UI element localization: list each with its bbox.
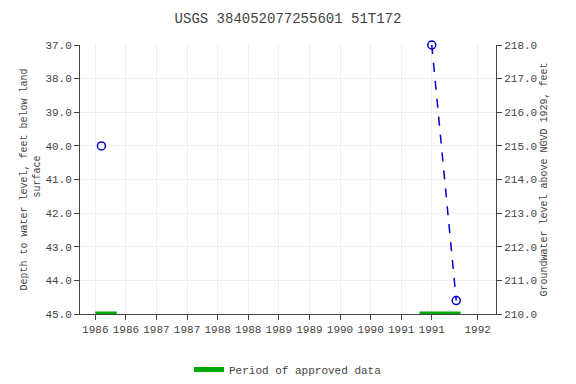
svg-text:213.0: 213.0 [504,208,537,220]
svg-text:1987: 1987 [174,324,200,336]
svg-text:211.0: 211.0 [504,275,537,287]
svg-text:43.0: 43.0 [45,242,71,254]
svg-text:215.0: 215.0 [504,141,537,153]
svg-text:214.0: 214.0 [504,174,537,186]
svg-text:44.0: 44.0 [45,275,71,287]
svg-text:1988: 1988 [235,324,261,336]
svg-text:1991: 1991 [388,324,415,336]
svg-text:41.0: 41.0 [45,174,71,186]
svg-text:1989: 1989 [266,324,292,336]
svg-text:1990: 1990 [327,324,353,336]
svg-text:1989: 1989 [296,324,322,336]
svg-text:Groundwater level above NGVD 1: Groundwater level above NGVD 1929, feet [539,62,550,296]
svg-text:45.0: 45.0 [45,309,71,321]
svg-text:37.0: 37.0 [45,40,71,52]
svg-text:1986: 1986 [113,324,139,336]
svg-text:1992: 1992 [464,324,490,336]
svg-text:212.0: 212.0 [504,242,537,254]
svg-text:39.0: 39.0 [45,107,71,119]
svg-text:216.0: 216.0 [504,107,537,119]
svg-text:210.0: 210.0 [504,309,537,321]
svg-text:218.0: 218.0 [504,40,537,52]
svg-text:Depth to water level, feet bel: Depth to water level, feet below land su… [19,68,43,290]
svg-text:38.0: 38.0 [45,73,71,85]
svg-text:Period of approved data: Period of approved data [229,365,381,377]
svg-text:USGS 384052077255601 51T172: USGS 384052077255601 51T172 [175,11,402,27]
svg-text:1990: 1990 [357,324,383,336]
svg-text:217.0: 217.0 [504,73,537,85]
svg-text:42.0: 42.0 [45,208,71,220]
svg-text:1988: 1988 [204,324,230,336]
svg-text:40.0: 40.0 [45,141,71,153]
svg-text:1987: 1987 [143,324,169,336]
svg-text:1991: 1991 [419,324,446,336]
svg-text:1986: 1986 [82,324,108,336]
